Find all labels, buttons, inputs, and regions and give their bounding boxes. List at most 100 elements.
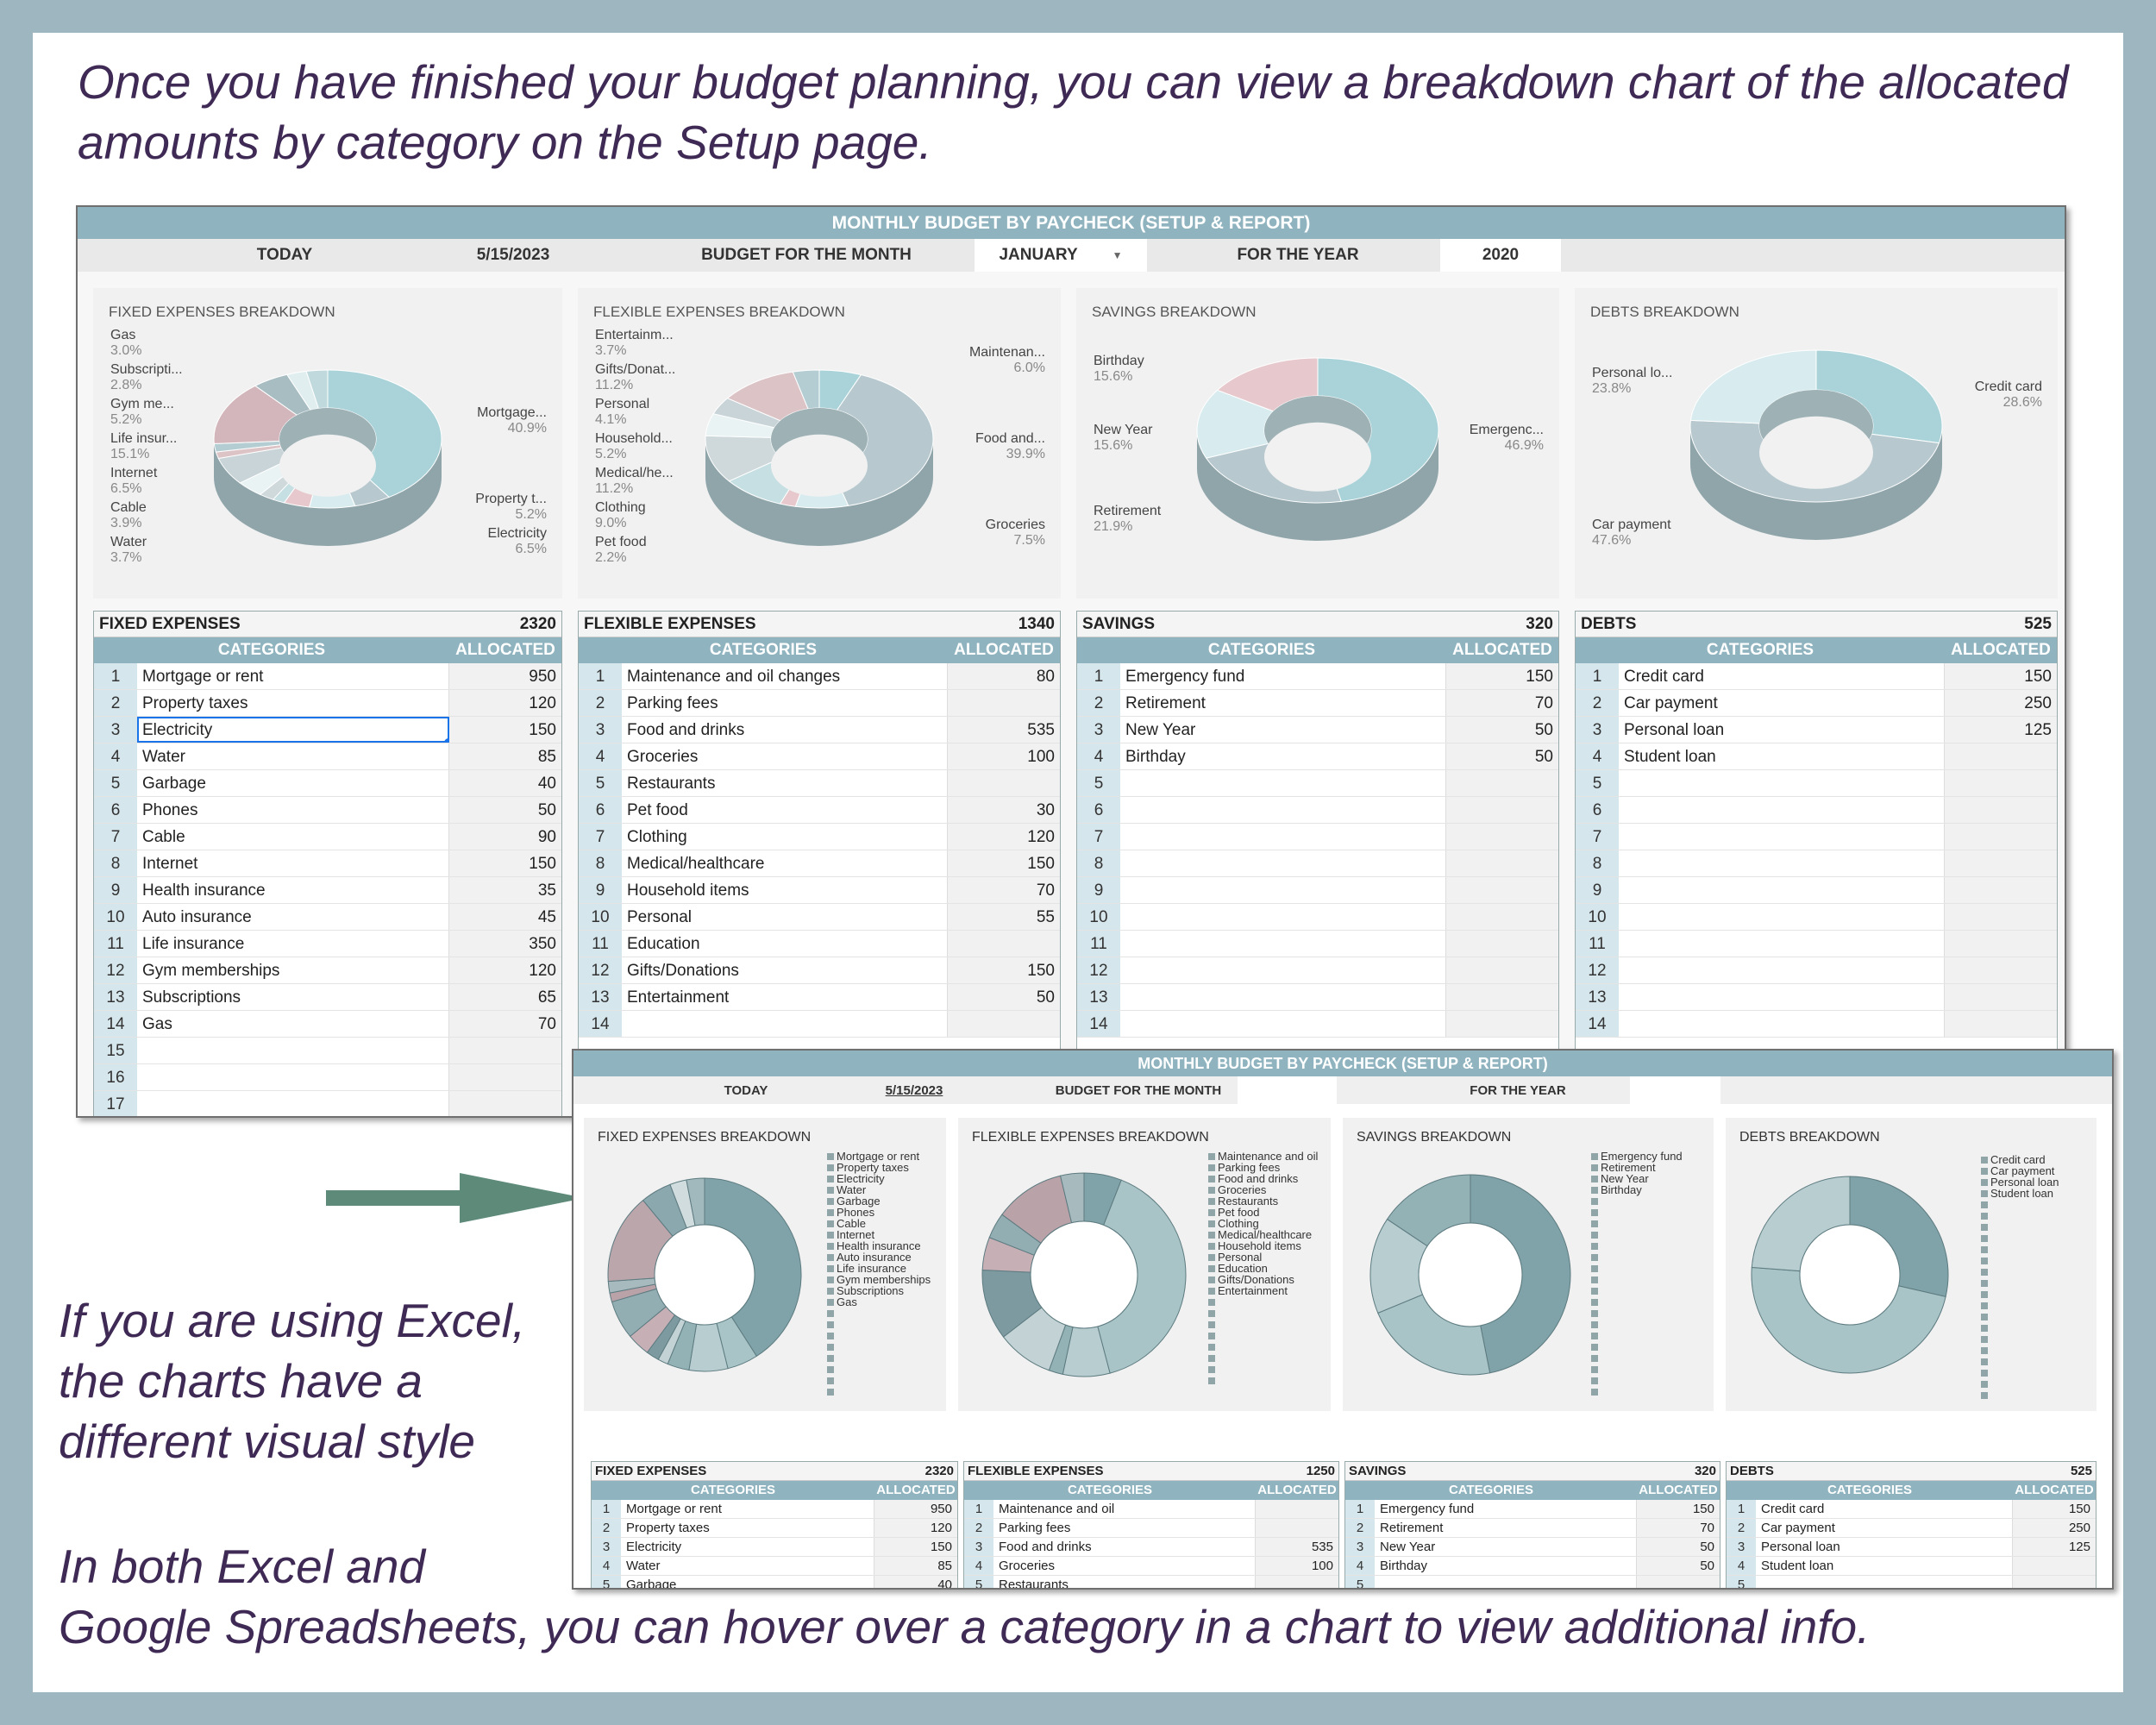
allocated-cell[interactable] (1446, 824, 1558, 850)
allocated-cell[interactable]: 120 (449, 690, 561, 716)
category-cell[interactable]: Food and drinks (993, 1538, 1256, 1556)
category-cell[interactable]: Food and drinks (622, 717, 948, 743)
allocated-cell[interactable]: 85 (449, 743, 561, 769)
allocated-cell[interactable]: 50 (1446, 717, 1558, 743)
allocated-cell[interactable] (1945, 877, 2057, 903)
category-cell[interactable]: Birthday (1375, 1557, 1637, 1575)
category-cell[interactable]: Gym memberships (137, 957, 449, 983)
category-cell[interactable]: Garbage (621, 1576, 874, 1588)
allocated-cell[interactable]: 150 (1945, 663, 2057, 689)
allocated-cell[interactable]: 35 (449, 877, 561, 903)
category-cell[interactable] (1756, 1576, 2013, 1588)
allocated-cell[interactable]: 150 (874, 1538, 957, 1556)
category-cell[interactable]: Retirement (1375, 1519, 1637, 1537)
donut-chart[interactable] (1575, 288, 2058, 599)
allocated-cell[interactable]: 70 (1637, 1519, 1720, 1537)
allocated-cell[interactable]: 125 (1945, 717, 2057, 743)
donut-chart[interactable] (584, 1118, 946, 1411)
category-cell[interactable]: Gas (137, 1011, 449, 1037)
category-cell[interactable]: Life insurance (137, 931, 449, 957)
allocated-cell[interactable]: 535 (1256, 1538, 1338, 1556)
allocated-cell[interactable] (1446, 931, 1558, 957)
category-cell[interactable] (1619, 797, 1945, 823)
allocated-cell[interactable]: 50 (1446, 743, 1558, 769)
category-cell[interactable]: Electricity (137, 717, 449, 743)
fixed-breakdown-chart[interactable]: FIXED EXPENSES BREAKDOWN Mortgage or ren… (584, 1118, 946, 1411)
category-cell[interactable]: Groceries (993, 1557, 1256, 1575)
allocated-cell[interactable] (948, 1011, 1060, 1037)
category-cell[interactable] (1120, 904, 1446, 930)
donut-slice[interactable] (1216, 357, 1319, 412)
category-cell[interactable]: New Year (1375, 1538, 1637, 1556)
allocated-cell[interactable] (1945, 824, 2057, 850)
fill-handle[interactable] (444, 738, 448, 743)
category-cell[interactable]: Property taxes (137, 690, 449, 716)
category-cell[interactable] (137, 1038, 449, 1063)
category-cell[interactable] (1619, 877, 1945, 903)
category-cell[interactable] (1619, 824, 1945, 850)
category-cell[interactable]: Groceries (622, 743, 948, 769)
category-cell[interactable]: Water (137, 743, 449, 769)
allocated-cell[interactable]: 120 (874, 1519, 957, 1537)
allocated-cell[interactable] (1945, 1011, 2057, 1037)
category-cell[interactable] (1619, 1011, 1945, 1037)
allocated-cell[interactable]: 50 (1637, 1557, 1720, 1575)
year-value[interactable] (1630, 1076, 1720, 1104)
category-cell[interactable]: Education (622, 931, 948, 957)
allocated-cell[interactable]: 40 (874, 1576, 957, 1588)
donut-chart[interactable] (1726, 1118, 2096, 1411)
allocated-cell[interactable]: 150 (449, 850, 561, 876)
category-cell[interactable]: Clothing (622, 824, 948, 850)
allocated-cell[interactable]: 90 (449, 824, 561, 850)
category-cell[interactable] (1120, 877, 1446, 903)
category-cell[interactable]: Emergency fund (1375, 1500, 1637, 1518)
category-cell[interactable]: Emergency fund (1120, 663, 1446, 689)
flexible-breakdown-chart[interactable]: FLEXIBLE EXPENSES BREAKDOWN Entertainm..… (578, 288, 1061, 599)
category-cell[interactable]: Pet food (622, 797, 948, 823)
allocated-cell[interactable]: 150 (948, 850, 1060, 876)
donut-chart[interactable] (578, 288, 1061, 599)
allocated-cell[interactable] (1256, 1576, 1338, 1588)
allocated-cell[interactable] (948, 770, 1060, 796)
category-cell[interactable]: Auto insurance (137, 904, 449, 930)
flexible-breakdown-chart[interactable]: FLEXIBLE EXPENSES BREAKDOWN Maintenance … (958, 1118, 1331, 1411)
month-select[interactable] (1238, 1076, 1337, 1104)
month-select[interactable]: JANUARY ▼ (975, 239, 1147, 272)
allocated-cell[interactable] (449, 1038, 561, 1063)
category-cell[interactable] (1120, 1011, 1446, 1037)
today-value[interactable]: 5/15/2023 (885, 1082, 943, 1098)
allocated-cell[interactable] (1446, 770, 1558, 796)
category-cell[interactable]: Restaurants (622, 770, 948, 796)
category-cell[interactable] (1619, 931, 1945, 957)
allocated-cell[interactable]: 950 (449, 663, 561, 689)
allocated-cell[interactable] (2013, 1557, 2096, 1575)
allocated-cell[interactable]: 50 (1637, 1538, 1720, 1556)
allocated-cell[interactable]: 350 (449, 931, 561, 957)
allocated-cell[interactable] (1446, 877, 1558, 903)
allocated-cell[interactable]: 150 (1637, 1500, 1720, 1518)
allocated-cell[interactable]: 950 (874, 1500, 957, 1518)
category-cell[interactable]: Subscriptions (137, 984, 449, 1010)
category-cell[interactable] (1120, 984, 1446, 1010)
allocated-cell[interactable] (1446, 904, 1558, 930)
category-cell[interactable]: Personal loan (1619, 717, 1945, 743)
allocated-cell[interactable]: 45 (449, 904, 561, 930)
donut-chart[interactable] (1343, 1118, 1714, 1411)
category-cell[interactable]: Car payment (1619, 690, 1945, 716)
allocated-cell[interactable]: 150 (948, 957, 1060, 983)
allocated-cell[interactable] (1945, 770, 2057, 796)
category-cell[interactable]: Garbage (137, 770, 449, 796)
allocated-cell[interactable]: 70 (948, 877, 1060, 903)
category-cell[interactable]: Household items (622, 877, 948, 903)
category-cell[interactable]: Maintenance and oil changes (622, 663, 948, 689)
year-value[interactable]: 2020 (1440, 239, 1561, 272)
category-cell[interactable] (1619, 850, 1945, 876)
fixed-breakdown-chart[interactable]: FIXED EXPENSES BREAKDOWN Gas 3.0% Subscri… (93, 288, 562, 599)
category-cell[interactable] (1619, 957, 1945, 983)
category-cell[interactable] (1120, 824, 1446, 850)
category-cell[interactable]: Personal (622, 904, 948, 930)
category-cell[interactable]: Maintenance and oil (993, 1500, 1256, 1518)
category-cell[interactable]: Retirement (1120, 690, 1446, 716)
allocated-cell[interactable]: 65 (449, 984, 561, 1010)
savings-breakdown-chart[interactable]: SAVINGS BREAKDOWN Birthday 15.6% New Year… (1076, 288, 1559, 599)
